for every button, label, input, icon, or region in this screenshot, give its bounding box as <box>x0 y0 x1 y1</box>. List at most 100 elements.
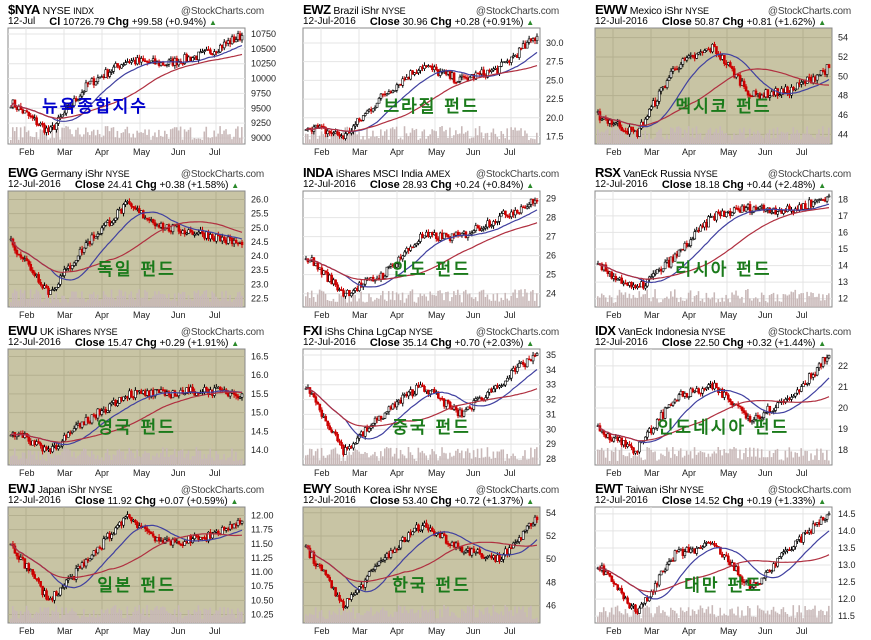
volume-bar <box>233 460 235 465</box>
volume-bar <box>711 297 714 307</box>
volume-bar <box>15 127 18 144</box>
y-tick-label: 28 <box>546 454 556 464</box>
volume-bar <box>227 607 229 623</box>
candle <box>130 516 133 522</box>
exchange: NYSE <box>105 169 130 179</box>
volume-bar <box>741 459 743 465</box>
volume-bar <box>683 455 686 465</box>
chart-panel-eww[interactable]: EWW Mexico iShr NYSE @StockCharts.com 12… <box>587 0 871 158</box>
chart-panel-ewg[interactable]: EWG Germany iShr NYSE @StockCharts.com 1… <box>0 163 290 321</box>
chart-panel-rsx[interactable]: RSX VanEck Russia NYSE @StockCharts.com … <box>587 163 871 321</box>
candle <box>51 446 54 453</box>
volume-bar <box>638 291 641 307</box>
volume-bar <box>94 135 97 144</box>
chart-panel-ewt[interactable]: EWT Taiwan iShr NYSE @StockCharts.com 12… <box>587 479 871 637</box>
volume-bar <box>474 297 477 307</box>
date: 12-Jul-2016 <box>595 337 648 348</box>
volume-bar <box>814 455 816 465</box>
chart-panel-nya[interactable]: $NYA NYSE INDX @StockCharts.com 12-Jul Cl… <box>0 0 290 158</box>
candle <box>100 410 104 415</box>
volume-bar <box>798 456 800 465</box>
volume-bar <box>356 613 358 623</box>
volume-bar <box>175 300 178 307</box>
candle <box>620 277 623 284</box>
volume-bar <box>721 455 723 465</box>
chart-panel-ewy[interactable]: EWY South Korea iShr NYSE @StockCharts.c… <box>295 479 585 637</box>
date: 12-Jul-2016 <box>8 495 61 506</box>
candle <box>114 217 117 221</box>
candle <box>790 549 793 552</box>
candle <box>446 399 450 403</box>
candle <box>324 127 328 135</box>
volume-bar <box>612 126 615 144</box>
volume-bar <box>199 450 202 465</box>
volume-bar <box>142 608 144 623</box>
volume-bar <box>449 452 451 465</box>
volume-bar <box>324 293 327 307</box>
volume-bar <box>754 616 757 623</box>
y-tick-label: 25.5 <box>251 209 269 219</box>
volume-bar <box>421 295 424 307</box>
volume-bar <box>758 301 761 307</box>
volume-bar <box>760 135 763 144</box>
volume-bar <box>425 455 428 465</box>
symbol: INDA <box>303 165 334 180</box>
volume-bar <box>372 130 374 144</box>
volume-bar <box>697 134 700 144</box>
volume-bar <box>81 291 83 307</box>
volume-bar <box>486 607 489 623</box>
candle <box>45 285 48 289</box>
candle <box>393 89 397 92</box>
chart-panel-ewj[interactable]: EWJ Japan iShr NYSE @StockCharts.com 12-… <box>0 479 290 637</box>
volume-bar <box>455 294 457 307</box>
volume-bar <box>348 451 351 465</box>
y-tick-label: 11.75 <box>251 525 273 535</box>
candle <box>112 533 115 536</box>
volume-bar <box>237 292 239 307</box>
volume-bar <box>209 448 212 465</box>
volume-bar <box>490 132 493 144</box>
volume-bar <box>189 459 192 465</box>
volume-bar <box>322 134 325 144</box>
volume-bar <box>705 292 708 307</box>
chart-panel-ewz[interactable]: EWZ Brazil iShr NYSE @StockCharts.com 12… <box>295 0 585 158</box>
volume-bar <box>758 608 761 623</box>
volume-bar <box>460 608 463 623</box>
volume-bar <box>407 136 410 144</box>
volume-bar <box>312 297 315 307</box>
candle <box>171 224 175 233</box>
volume-bar <box>110 608 113 623</box>
volume-bar <box>812 608 814 623</box>
chart-panel-ewu[interactable]: EWU UK iShares NYSE @StockCharts.com 12-… <box>0 321 290 479</box>
volume-bar <box>90 616 93 623</box>
y-tick-label: 22 <box>838 361 848 371</box>
chart-panel-fxi[interactable]: FXI iShs China LgCap NYSE @StockCharts.c… <box>295 321 585 479</box>
chart-panel-idx[interactable]: IDX VanEck Indonesia NYSE @StockCharts.c… <box>587 321 871 479</box>
volume-bar <box>462 458 465 465</box>
chart-panel-inda[interactable]: INDA iShares MSCI India AMEX @StockChart… <box>295 163 585 321</box>
volume-bar <box>723 133 725 144</box>
volume-bar <box>320 610 323 623</box>
volume-bar <box>764 613 767 623</box>
y-tick-label: 17.5 <box>546 132 564 142</box>
volume-bar <box>514 455 516 465</box>
volume-bar <box>451 137 453 144</box>
symbol: FXI <box>303 323 323 338</box>
candle <box>610 575 614 582</box>
candle <box>413 527 416 533</box>
close-value: 14.52 <box>694 496 720 507</box>
candle <box>669 71 673 78</box>
y-tick-label: 33 <box>546 380 556 390</box>
candle <box>707 384 710 388</box>
volume-bar <box>171 454 174 465</box>
volume-bar <box>774 301 777 307</box>
candle <box>614 276 618 281</box>
volume-bar <box>691 458 694 465</box>
candle <box>454 406 458 411</box>
candle <box>217 530 220 534</box>
change-value: +0.32 (+1.44%) <box>746 338 816 349</box>
candle <box>322 270 326 275</box>
volume-bar <box>756 298 759 307</box>
volume-bar <box>350 612 352 623</box>
volume-bar <box>598 132 601 144</box>
